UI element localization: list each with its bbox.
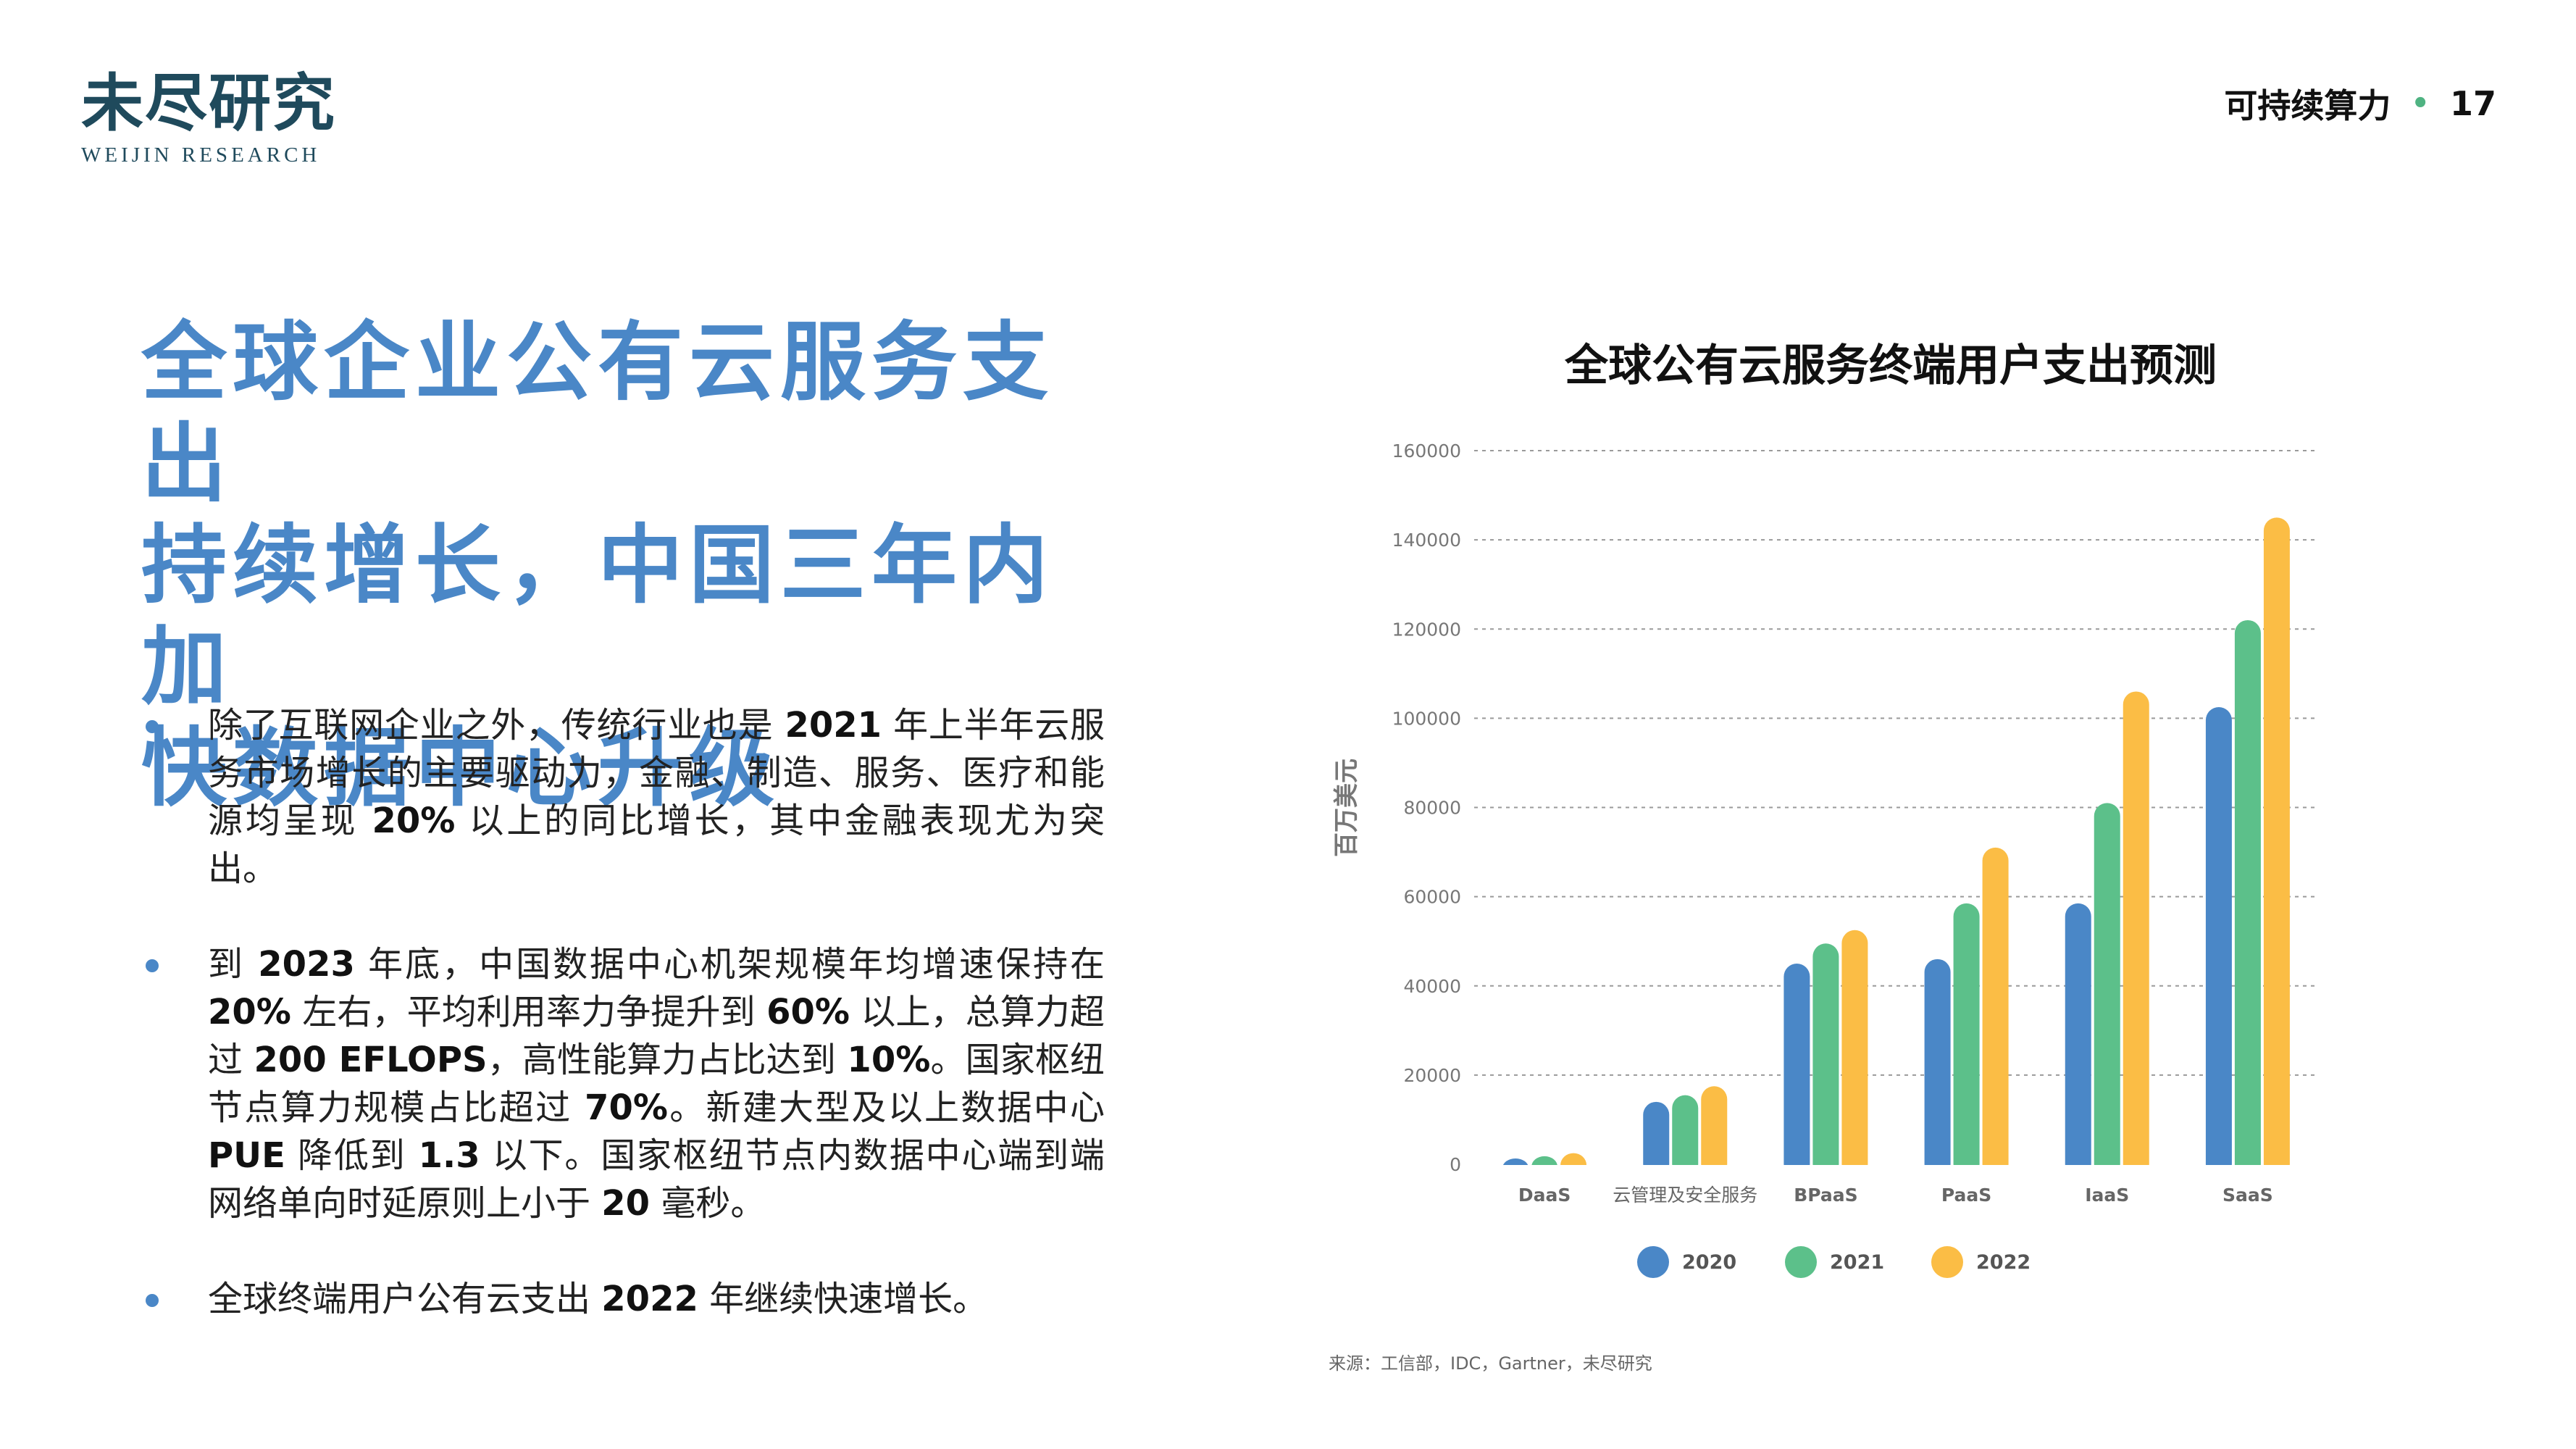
bullet-text: 毫秒。: [650, 1183, 766, 1224]
bar: [1701, 1086, 1728, 1177]
bar: [1643, 1101, 1670, 1177]
bar: [2263, 517, 2290, 1177]
logo-chinese: 未尽研究: [81, 67, 336, 140]
bullet-text: 全球终端用户公有云支出: [208, 1279, 602, 1319]
bullet-text: 除了互联网企业之外，传统行业也是: [208, 705, 785, 746]
bar: [1982, 847, 2009, 1177]
bullet-text: 降低到: [285, 1135, 419, 1176]
y-tick-label: 20000: [1403, 1065, 1461, 1086]
bullet-text: 年上半年云服务市场增长的主要驱动力，金融、制造、服务、医疗和能源均呈现: [208, 705, 1105, 841]
x-tick-label: SaaS: [2222, 1185, 2273, 1206]
section-title: 可持续算力: [2224, 86, 2391, 125]
bar: [1672, 1095, 1699, 1177]
y-tick-label: 40000: [1403, 976, 1461, 997]
logo: 未尽研究 WEIJIN RESEARCH: [81, 72, 336, 167]
bullet-text: 以上，总算力超过: [208, 992, 1105, 1080]
legend: 2020 2021 2022: [1637, 1246, 2031, 1278]
bullet-emphasis: 20: [601, 1183, 651, 1224]
headline-line-1: 全球企业公有云服务支出: [141, 312, 1055, 514]
legend-swatch: [1637, 1246, 1669, 1278]
bullet-text: 。新建大型及以上数据中心: [667, 1087, 1105, 1128]
bar: [2065, 903, 2091, 1177]
page-header: 可持续算力 • 17: [2224, 80, 2496, 128]
y-tick-label: 60000: [1403, 887, 1461, 908]
legend-label: 2022: [1976, 1251, 2031, 1274]
bullet-emphasis: 20%: [208, 992, 291, 1032]
bullet-emphasis: 2022: [601, 1279, 698, 1319]
bullet-emphasis: 1.3: [418, 1135, 480, 1176]
y-tick-label: 160000: [1392, 440, 1461, 462]
bar: [2123, 691, 2149, 1177]
y-tick-label: 140000: [1392, 530, 1461, 551]
x-tick-labels: DaaS 云管理及安全服务 BPaaS PaaS IaaS SaaS: [1518, 1185, 2273, 1206]
bullet-item: 到 2023 年底，中国数据中心机架规模年均增速保持在 20% 左右，平均利用率…: [141, 940, 1105, 1227]
bullet-emphasis: 2023: [258, 944, 355, 985]
baseline-mask: [1467, 1165, 2325, 1187]
legend-label: 2020: [1682, 1251, 1736, 1274]
headline-line-3: 快数据中心升级: [141, 718, 781, 818]
y-tick-label: 80000: [1403, 798, 1461, 819]
bullet-emphasis: 10%: [847, 1040, 931, 1080]
bar: [1953, 903, 1980, 1177]
bullet-text: 以上的同比增长，其中金融表现尤为突出。: [208, 801, 1105, 889]
x-tick-label: DaaS: [1518, 1185, 1571, 1206]
bullet-text: 到: [208, 944, 259, 985]
bar: [1841, 930, 1868, 1177]
bars-layer: [1467, 517, 2325, 1187]
bullet-emphasis: 200 EFLOPS: [254, 1040, 488, 1080]
bullet-text: 左右，平均利用率力争提升到: [290, 992, 767, 1032]
legend-swatch: [1785, 1246, 1817, 1278]
headline-line-2: 持续增长，中国三年内加: [141, 515, 1055, 717]
bar: [1783, 963, 1810, 1177]
bullet-text: 以下。国家枢纽节点内数据中心端到端网络单向时延原则上小于: [208, 1135, 1105, 1224]
separator-dot: •: [2411, 87, 2430, 120]
bullet-text: 年继续快速增长。: [698, 1279, 988, 1319]
bullet-emphasis: 60%: [766, 992, 850, 1032]
bullet-emphasis: 70%: [585, 1087, 668, 1128]
page-number: 17: [2449, 84, 2496, 123]
y-tick-label: 0: [1450, 1154, 1461, 1175]
bullet-item: 除了互联网企业之外，传统行业也是 2021 年上半年云服务市场增长的主要驱动力，…: [141, 701, 1105, 893]
bar: [1924, 959, 1951, 1177]
bullet-text: 。国家枢纽节点算力规模占比超过: [208, 1040, 1105, 1128]
headline: 全球企业公有云服务支出 持续增长，中国三年内加 快数据中心升级: [141, 312, 1112, 819]
legend-swatch: [1931, 1246, 1963, 1278]
bullet-text: ，高性能算力占比达到: [487, 1040, 848, 1080]
legend-label: 2021: [1830, 1251, 1884, 1274]
bullet-item: 全球终端用户公有云支出 2022 年继续快速增长。: [141, 1275, 1105, 1323]
logo-english: WEIJIN RESEARCH: [81, 143, 321, 167]
bullet-list: 除了互联网企业之外，传统行业也是 2021 年上半年云服务市场增长的主要驱动力，…: [141, 701, 1105, 1371]
y-tick-label: 120000: [1392, 619, 1461, 640]
x-tick-label: BPaaS: [1794, 1185, 1857, 1206]
source-note: 来源：工信部，IDC，Gartner，未尽研究: [1329, 1353, 1652, 1374]
y-axis-label: 百万美元: [1332, 759, 1361, 857]
bullet-emphasis: 2021: [785, 705, 882, 746]
x-tick-label: IaaS: [2085, 1185, 2129, 1206]
bar: [2205, 706, 2232, 1177]
bullet-text: 年底，中国数据中心机架规模年均增速保持在: [354, 944, 1105, 985]
bullet-emphasis: 20%: [372, 801, 456, 841]
grid-layer: 0 20000 40000 60000 80000 100000 120000 140000 1…: [1392, 440, 2318, 1175]
bullet-emphasis: PUE: [208, 1135, 285, 1176]
bar: [2094, 803, 2120, 1177]
bar: [1812, 943, 1839, 1177]
x-tick-label: PaaS: [1941, 1185, 1991, 1206]
bar: [2234, 619, 2261, 1177]
y-tick-label: 100000: [1392, 708, 1461, 729]
chart-title: 全球公有云服务终端用户支出预测: [1564, 341, 2217, 391]
x-tick-label: 云管理及安全服务: [1613, 1185, 1757, 1206]
